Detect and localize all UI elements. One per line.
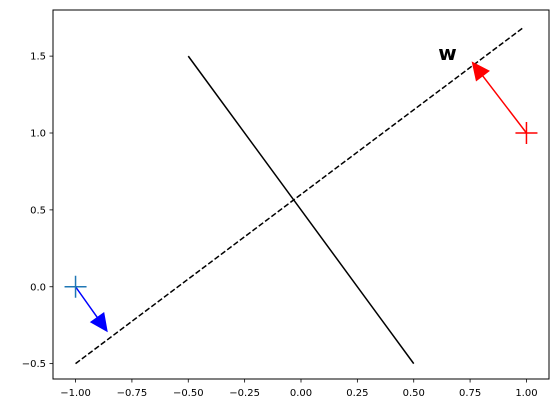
x-tick-label: 0.50 xyxy=(403,388,425,399)
arrow-shaft xyxy=(482,75,528,134)
x-tick-label: −0.75 xyxy=(117,388,148,399)
x-tick-label: 0.25 xyxy=(346,388,368,399)
y-tick-label: 0.0 xyxy=(30,282,46,293)
x-tick-label: −1.00 xyxy=(60,388,91,399)
x-tick-label: −0.25 xyxy=(229,388,260,399)
x-tick-label: 0.00 xyxy=(290,388,312,399)
y-tick-label: 1.5 xyxy=(30,52,46,63)
x-tick-label: −0.50 xyxy=(173,388,204,399)
x-tick-label: 1.00 xyxy=(515,388,537,399)
x-tick-label: 0.75 xyxy=(459,388,481,399)
dashed-line xyxy=(75,26,525,365)
arrow-shaft xyxy=(74,286,98,318)
arrow xyxy=(74,286,108,333)
plus-marker xyxy=(64,275,87,298)
plus-marker xyxy=(515,122,538,144)
annotation-label: w xyxy=(438,41,456,65)
arrow-head xyxy=(89,311,108,333)
y-tick-label: 0.5 xyxy=(30,205,46,216)
arrow-head xyxy=(471,61,490,82)
y-tick-label: 1.0 xyxy=(30,129,46,140)
y-tick-label: −0.5 xyxy=(22,359,46,370)
arrow xyxy=(471,61,528,134)
solid-line xyxy=(187,55,415,365)
